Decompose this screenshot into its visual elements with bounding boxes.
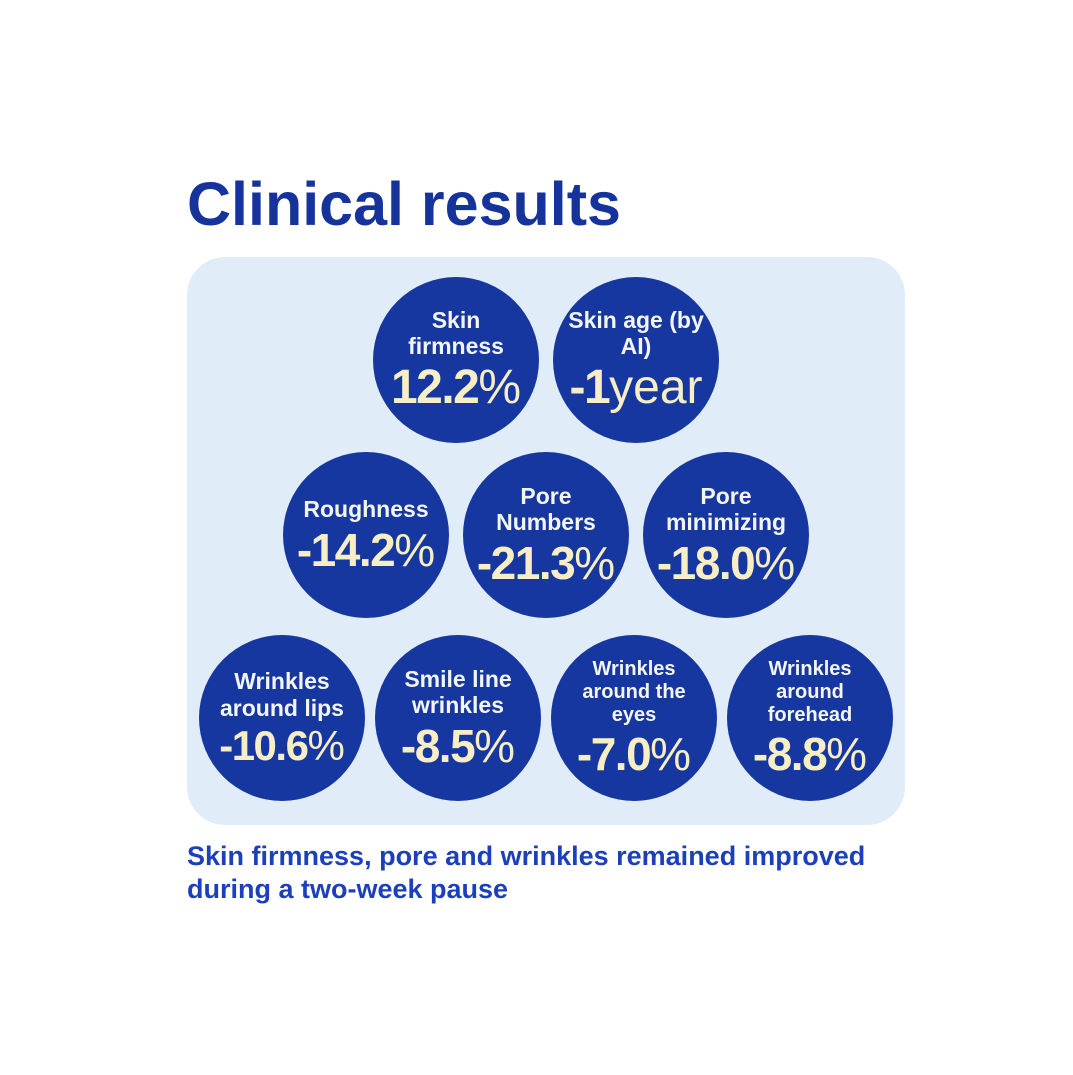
bubble-label: Roughness bbox=[303, 496, 429, 523]
value-number: -7.0 bbox=[576, 727, 652, 780]
bubble-wrinkles-eyes: Wrinkles around the eyes -7.0% bbox=[551, 635, 717, 802]
bubble-wrinkles-forehead: Wrinkles around forehead -8.8% bbox=[727, 635, 893, 802]
value-number: -8.8 bbox=[752, 727, 828, 780]
bubble-label: Wrinkles around forehead bbox=[767, 658, 853, 726]
bubble-value: -1year bbox=[569, 361, 703, 415]
bubble-row-3: Wrinkles around lips -10.6% Smile line w… bbox=[187, 635, 905, 802]
results-panel: Skin firmness 12.2% Skin age (by AI) -1y… bbox=[187, 257, 905, 826]
value-number: 12.2 bbox=[390, 361, 480, 415]
value-number: -21.3 bbox=[476, 537, 576, 590]
value-number: -14.2 bbox=[296, 523, 396, 576]
bubble-pore-numbers: Pore Numbers -21.3% bbox=[463, 452, 629, 619]
bubble-value: -10.6% bbox=[219, 724, 345, 768]
bubble-wrinkles-lips: Wrinkles around lips -10.6% bbox=[199, 635, 365, 802]
bubble-value: -18.0% bbox=[657, 539, 795, 587]
value-number: -18.0 bbox=[656, 537, 756, 590]
content-wrap: Clinical results Skin firmness 12.2% Ski… bbox=[187, 172, 905, 906]
bubble-skin-firmness: Skin firmness 12.2% bbox=[373, 277, 539, 444]
bubble-label: Skin age (by AI) bbox=[568, 306, 704, 360]
bubble-pore-minimizing: Pore minimizing -18.0% bbox=[643, 452, 809, 619]
value-unit: % bbox=[650, 727, 692, 780]
bubble-skin-age: Skin age (by AI) -1year bbox=[553, 277, 719, 444]
footnote-caption: Skin firmness, pore and wrinkles remaine… bbox=[187, 841, 866, 904]
value-number: -1 bbox=[569, 361, 610, 415]
value-number: -10.6 bbox=[219, 722, 309, 770]
bubble-label: Pore Numbers bbox=[496, 482, 596, 536]
value-unit: % bbox=[394, 523, 436, 576]
value-unit: % bbox=[574, 537, 616, 590]
bubble-label: Pore minimizing bbox=[665, 482, 787, 536]
value-unit: year bbox=[609, 361, 703, 415]
value-unit: % bbox=[826, 727, 868, 780]
bubble-smile-line: Smile line wrinkles -8.5% bbox=[375, 635, 541, 802]
bubble-row-1: Skin firmness 12.2% Skin age (by AI) -1y… bbox=[187, 277, 905, 444]
bubble-value: -7.0% bbox=[576, 727, 692, 780]
bubble-label: Wrinkles around lips bbox=[220, 667, 344, 721]
bubble-value: -21.3% bbox=[477, 539, 615, 587]
bubble-roughness: Roughness -14.2% bbox=[283, 452, 449, 619]
bubble-value: -8.5% bbox=[401, 722, 515, 770]
bubble-label: Skin firmness bbox=[408, 306, 504, 360]
bubble-row-2: Roughness -14.2% Pore Numbers -21.3% Por… bbox=[187, 452, 905, 619]
value-unit: % bbox=[307, 722, 345, 770]
bubble-value: -8.8% bbox=[752, 727, 868, 780]
value-unit: % bbox=[754, 537, 796, 590]
bubble-label: Wrinkles around the eyes bbox=[582, 658, 686, 726]
page-title: Clinical results bbox=[187, 170, 621, 238]
bubble-value: 12.2% bbox=[390, 361, 522, 415]
bubble-label: Smile line wrinkles bbox=[404, 665, 512, 719]
value-unit: % bbox=[478, 361, 522, 415]
value-number: -8.5 bbox=[400, 720, 476, 773]
value-unit: % bbox=[474, 720, 516, 773]
bubble-value: -14.2% bbox=[297, 526, 435, 574]
